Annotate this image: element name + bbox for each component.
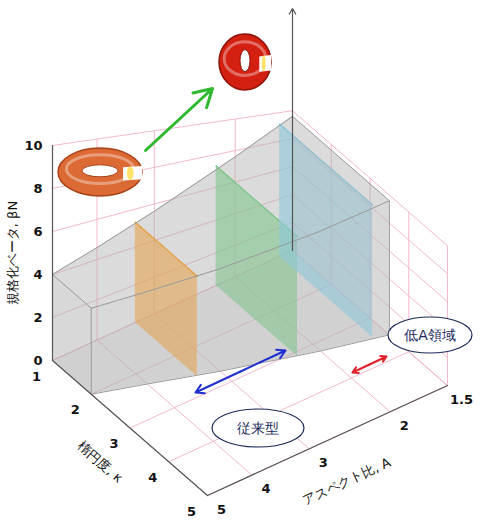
svg-text:4: 4 — [148, 470, 157, 485]
svg-text:低A領域: 低A領域 — [404, 327, 456, 343]
svg-text:規格化ベータ, βN: 規格化ベータ, βN — [5, 201, 20, 305]
svg-text:8: 8 — [33, 181, 42, 196]
svg-text:6: 6 — [33, 224, 42, 239]
svg-text:1: 1 — [32, 369, 41, 384]
svg-text:1.5: 1.5 — [450, 392, 473, 407]
svg-text:従来型: 従来型 — [237, 420, 279, 436]
svg-text:4: 4 — [33, 267, 42, 282]
svg-text:10: 10 — [24, 138, 42, 153]
svg-text:アスペクト比, A: アスペクト比, A — [300, 455, 393, 508]
svg-text:4: 4 — [261, 481, 270, 496]
svg-text:0: 0 — [33, 353, 42, 368]
svg-text:楕円度, κ: 楕円度, κ — [75, 438, 127, 486]
svg-text:3: 3 — [319, 455, 328, 470]
svg-text:5: 5 — [217, 502, 226, 517]
svg-text:2: 2 — [33, 310, 42, 325]
svg-text:5: 5 — [187, 504, 196, 519]
svg-text:3: 3 — [109, 436, 118, 451]
svg-text:2: 2 — [400, 418, 409, 433]
svg-text:2: 2 — [71, 402, 80, 417]
